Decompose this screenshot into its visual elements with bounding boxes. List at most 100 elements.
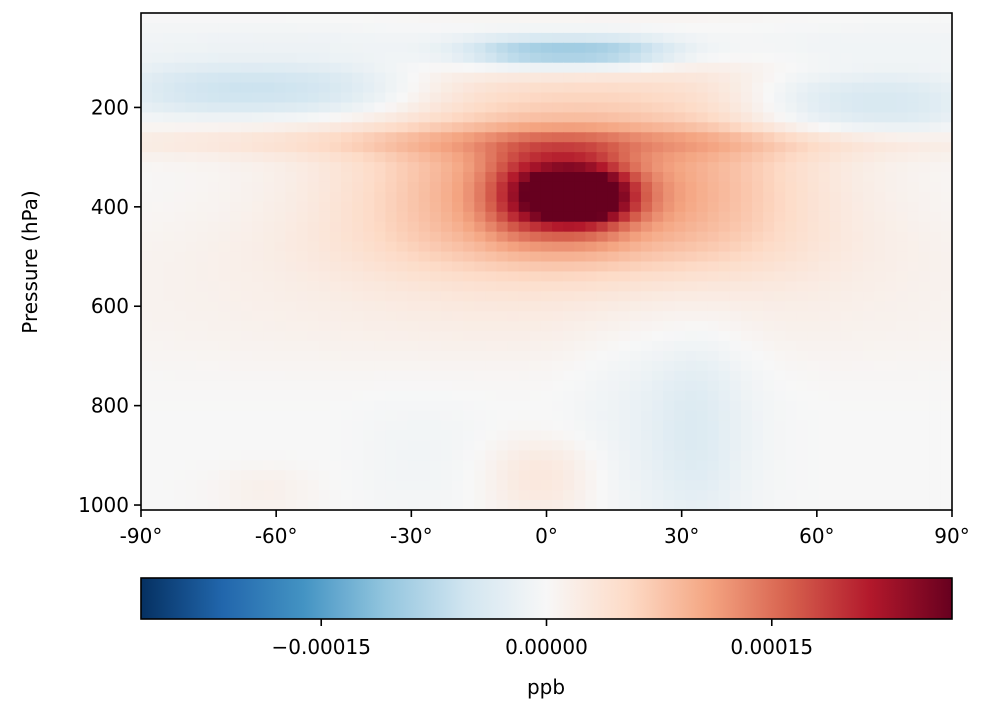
heatmap-cell [307, 62, 320, 74]
heatmap-cell [318, 22, 331, 34]
heatmap-cell [440, 291, 453, 302]
heatmap-cell [563, 251, 575, 263]
heatmap-cell [652, 191, 664, 203]
heatmap-cell [818, 430, 831, 442]
heatmap-cell [707, 281, 720, 292]
heatmap-cell [940, 42, 952, 54]
heatmap-cell [174, 191, 187, 203]
heatmap-cell [529, 380, 542, 392]
heatmap-cell [196, 92, 209, 104]
heatmap-cell [407, 211, 420, 223]
heatmap-cell [285, 132, 298, 143]
heatmap-cell [374, 470, 387, 481]
heatmap-cell [629, 301, 642, 312]
heatmap-cell [196, 370, 209, 382]
heatmap-cell [852, 32, 864, 44]
heatmap-cell [840, 480, 853, 491]
heatmap-cell [885, 72, 898, 84]
heatmap-cell [818, 291, 831, 302]
heatmap-cell [318, 82, 331, 94]
heatmap-cell [385, 211, 398, 223]
heatmap-cell [507, 162, 520, 173]
heatmap-cell [907, 380, 920, 392]
heatmap-cell [440, 410, 453, 422]
heatmap-cell [885, 331, 898, 342]
heatmap-cell [729, 102, 742, 113]
heatmap-cell [574, 191, 586, 203]
heatmap-cell [696, 132, 709, 143]
heatmap-cell [863, 500, 875, 510]
heatmap-cell [229, 470, 242, 481]
heatmap-cell [440, 480, 453, 491]
heatmap-cell [840, 311, 853, 322]
heatmap-cell [718, 281, 731, 292]
heatmap-cell [374, 360, 387, 372]
heatmap-cell [440, 13, 453, 24]
heatmap-cell [418, 470, 431, 481]
heatmap-cell [385, 410, 398, 422]
heatmap-cell [618, 450, 631, 461]
heatmap-cell [629, 321, 642, 332]
heatmap-cell [907, 450, 920, 461]
heatmap-cell [774, 470, 786, 481]
heatmap-cell [496, 241, 509, 253]
heatmap-cell [818, 211, 831, 223]
heatmap-cell [252, 32, 264, 44]
heatmap-cell [296, 440, 309, 451]
heatmap-cell [552, 201, 564, 213]
heatmap-cell [174, 132, 187, 143]
heatmap-cell [207, 460, 220, 471]
heatmap-cell [296, 82, 309, 94]
heatmap-cell [796, 490, 809, 501]
heatmap-cell [218, 251, 231, 263]
heatmap-cell [196, 142, 209, 153]
heatmap-cell [418, 201, 431, 213]
heatmap-cell [240, 291, 253, 302]
heatmap-cell [152, 13, 164, 24]
heatmap-cell [729, 172, 742, 183]
heatmap-cell [496, 32, 509, 44]
heatmap-cell [552, 390, 564, 402]
heatmap-cell [640, 221, 653, 233]
heatmap-cell [496, 360, 509, 372]
heatmap-cell [940, 92, 952, 104]
heatmap-cell [596, 261, 609, 273]
heatmap-cell [263, 211, 275, 223]
heatmap-cell [307, 390, 320, 402]
heatmap-cell [518, 430, 531, 442]
heatmap-cell [663, 102, 675, 113]
heatmap-cell [618, 132, 631, 143]
heatmap-cell [163, 102, 175, 113]
heatmap-cell [807, 380, 820, 392]
heatmap-cell [540, 201, 553, 213]
heatmap-cell [363, 400, 375, 412]
heatmap-cell [763, 370, 775, 382]
heatmap-cell [429, 241, 442, 253]
heatmap-cell [263, 470, 275, 481]
heatmap-cell [863, 82, 875, 94]
heatmap-cell [863, 400, 875, 412]
heatmap-cell [463, 390, 475, 402]
heatmap-cell [552, 400, 564, 412]
heatmap-cell [740, 311, 753, 322]
heatmap-cell [729, 22, 742, 34]
heatmap-cell [607, 291, 620, 302]
heatmap-cell [429, 72, 442, 84]
heatmap-cell [718, 112, 731, 123]
heatmap-cell [463, 450, 475, 461]
heatmap-cell [663, 191, 675, 203]
heatmap-cell [863, 92, 875, 104]
heatmap-cell [863, 370, 875, 382]
heatmap-cell [296, 370, 309, 382]
heatmap-cell [696, 112, 709, 123]
heatmap-cell [340, 72, 353, 84]
heatmap-cell [285, 201, 298, 213]
heatmap-cell [918, 142, 931, 153]
heatmap-cell [752, 480, 764, 491]
heatmap-cell [574, 261, 586, 273]
heatmap-cell [285, 490, 298, 501]
heatmap-cell [918, 32, 931, 44]
heatmap-cell [285, 211, 298, 223]
heatmap-cell [563, 112, 575, 123]
heatmap-cell [785, 172, 798, 183]
